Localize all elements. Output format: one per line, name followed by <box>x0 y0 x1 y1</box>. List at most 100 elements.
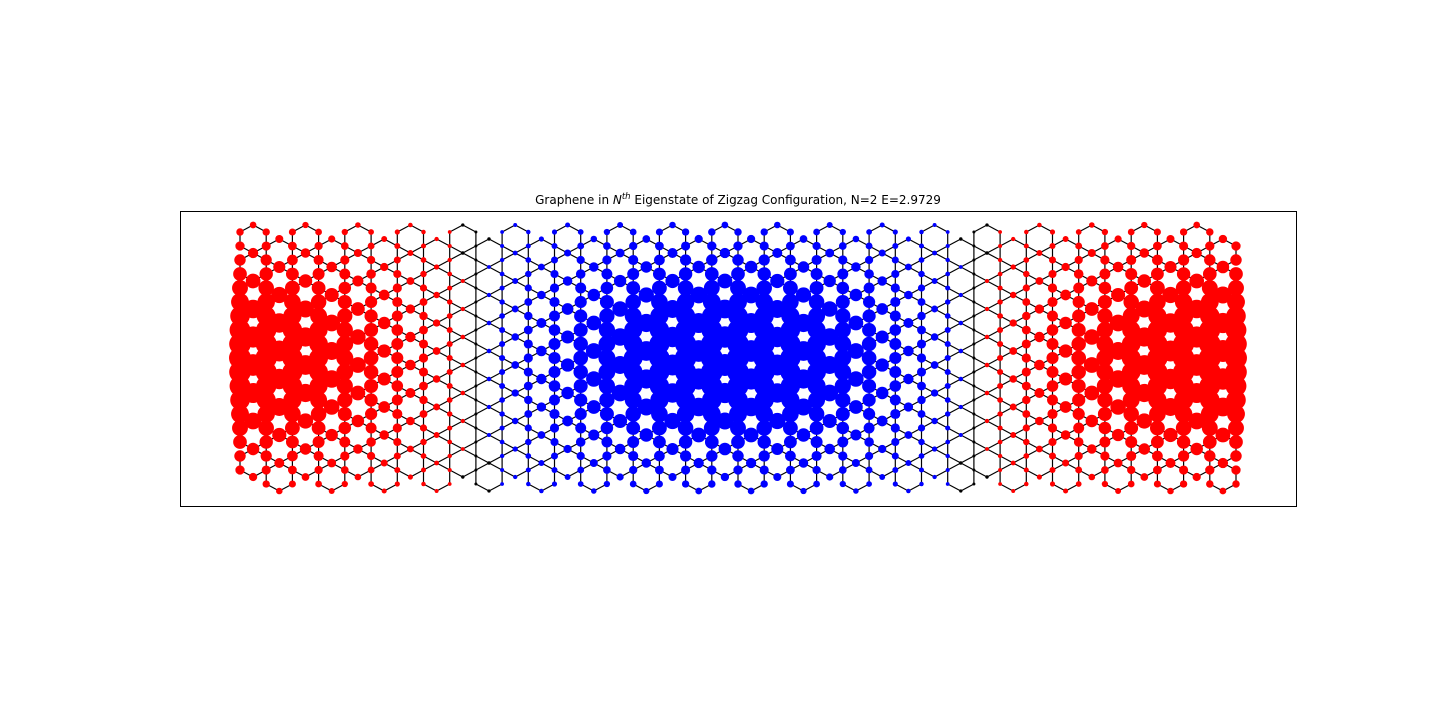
atom-negative-amplitude <box>366 269 376 279</box>
atom-negative-amplitude <box>1047 283 1058 293</box>
atom-negative-amplitude <box>315 480 322 488</box>
lattice-bond <box>475 483 490 492</box>
atom-negative-amplitude <box>1097 308 1113 324</box>
atom-positive-amplitude <box>625 294 641 310</box>
atom-positive-amplitude <box>599 407 614 421</box>
atom-negative-amplitude <box>355 222 361 228</box>
atom-negative-amplitude <box>997 299 1003 305</box>
atom-negative-amplitude <box>1075 481 1082 487</box>
atom-negative-amplitude <box>1046 338 1059 350</box>
lattice-bond <box>960 427 975 436</box>
lattice-bond <box>973 469 988 478</box>
atom-negative-amplitude <box>998 230 1002 234</box>
atom-negative-amplitude <box>972 412 976 416</box>
atom-positive-amplitude <box>878 249 886 257</box>
atom-negative-amplitude <box>1034 331 1045 343</box>
lattice-bond <box>462 357 477 366</box>
atom-positive-amplitude <box>861 364 877 380</box>
atom-positive-amplitude <box>811 254 822 266</box>
atom-negative-amplitude <box>1188 412 1206 430</box>
atom-positive-amplitude <box>548 324 561 336</box>
atom-positive-amplitude <box>732 254 744 266</box>
atom-positive-amplitude <box>944 327 951 333</box>
atom-negative-amplitude <box>972 258 976 262</box>
atom-negative-amplitude <box>1150 267 1164 281</box>
atom-positive-amplitude <box>785 450 796 462</box>
lattice-bond <box>449 441 464 450</box>
atom-positive-amplitude <box>612 301 628 317</box>
atom-positive-amplitude <box>959 461 963 465</box>
atom-negative-amplitude <box>1047 296 1058 308</box>
atom-negative-amplitude <box>1036 474 1042 480</box>
lattice-bond <box>514 224 529 233</box>
lattice-bond <box>488 259 503 268</box>
atom-positive-amplitude <box>890 283 900 293</box>
lattice-bond <box>973 448 988 457</box>
atom-positive-amplitude <box>958 348 964 354</box>
lattice-bond <box>908 483 922 492</box>
atom-negative-amplitude <box>1022 424 1030 432</box>
atom-negative-amplitude <box>377 372 391 386</box>
lattice-bond <box>973 364 988 373</box>
atom-negative-amplitude <box>284 420 300 436</box>
lattice-bond <box>449 224 464 233</box>
atom-negative-amplitude <box>421 229 426 235</box>
atom-negative-amplitude <box>972 286 976 290</box>
atom-negative-amplitude <box>1149 420 1165 436</box>
atom-negative-amplitude <box>340 466 349 474</box>
atom-negative-amplitude <box>276 487 283 495</box>
atom-positive-amplitude <box>642 235 651 243</box>
atom-negative-amplitude <box>1097 295 1112 309</box>
atom-negative-amplitude <box>312 436 325 448</box>
atom-positive-amplitude <box>760 228 768 236</box>
atom-positive-amplitude <box>826 222 833 228</box>
atom-positive-amplitude <box>890 408 901 420</box>
atom-negative-amplitude <box>1072 295 1085 309</box>
atom-positive-amplitude <box>474 272 478 276</box>
atom-positive-amplitude <box>575 437 586 447</box>
atom-positive-amplitude <box>903 345 914 357</box>
atom-negative-amplitude <box>1201 420 1218 436</box>
atom-positive-amplitude <box>474 426 478 430</box>
atom-positive-amplitude <box>677 420 694 436</box>
atom-negative-amplitude <box>1109 314 1127 332</box>
atom-negative-amplitude <box>420 257 427 263</box>
atom-negative-amplitude <box>405 359 416 371</box>
atom-positive-amplitude <box>577 466 585 474</box>
atom-positive-amplitude <box>537 290 546 300</box>
atom-negative-amplitude <box>1072 407 1085 421</box>
atom-positive-amplitude <box>930 361 939 369</box>
atom-positive-amplitude <box>834 377 851 395</box>
atom-positive-amplitude <box>629 465 638 475</box>
atom-positive-amplitude <box>813 480 820 488</box>
atom-negative-amplitude <box>998 467 1003 473</box>
atom-negative-amplitude <box>1127 241 1136 251</box>
lattice-bond <box>934 224 948 233</box>
atom-negative-amplitude <box>1048 452 1057 460</box>
lattice-bond <box>986 469 1001 478</box>
atom-negative-amplitude <box>328 235 336 243</box>
atom-positive-amplitude <box>549 394 560 406</box>
atom-positive-amplitude <box>890 296 901 308</box>
atom-negative-amplitude <box>1231 465 1241 475</box>
atom-positive-amplitude <box>602 255 612 265</box>
atom-positive-amplitude <box>598 349 616 367</box>
lattice-bond <box>462 273 477 282</box>
atom-positive-amplitude <box>499 453 505 459</box>
atom-positive-amplitude <box>474 244 478 248</box>
atom-positive-amplitude <box>848 315 864 331</box>
atom-negative-amplitude <box>315 228 322 236</box>
atom-negative-amplitude <box>260 450 272 462</box>
atom-positive-amplitude <box>813 228 820 236</box>
atom-negative-amplitude <box>1111 428 1125 442</box>
atom-negative-amplitude <box>419 395 428 405</box>
atom-negative-amplitude <box>1229 435 1243 449</box>
atom-positive-amplitude <box>536 402 547 412</box>
atom-negative-amplitude <box>1046 324 1059 336</box>
atom-negative-amplitude <box>337 295 352 309</box>
atom-negative-amplitude <box>368 229 374 235</box>
atom-positive-amplitude <box>525 270 532 278</box>
atom-positive-amplitude <box>692 260 705 274</box>
atom-negative-amplitude <box>1165 458 1176 468</box>
atom-positive-amplitude <box>824 443 835 455</box>
